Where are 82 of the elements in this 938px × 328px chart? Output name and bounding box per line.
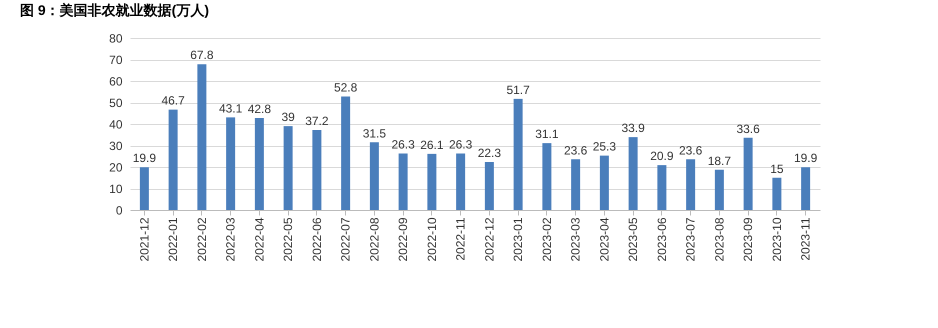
x-tick-label: 2023-09 — [741, 217, 756, 262]
bar — [514, 98, 523, 210]
bar — [197, 64, 206, 210]
data-label: 46.7 — [161, 94, 186, 108]
y-tick-label: 30 — [109, 139, 123, 153]
x-tick-label: 2022-12 — [482, 217, 496, 262]
bar — [254, 118, 264, 210]
x-tick-label: 2023-01 — [511, 217, 526, 262]
data-label: 25.3 — [592, 140, 616, 154]
x-tick-label: 2022-11 — [454, 217, 468, 261]
bar — [542, 143, 552, 210]
data-label: 37.2 — [305, 114, 329, 128]
x-tick-label: 2022-06 — [310, 217, 324, 262]
y-tick-label: 80 — [109, 32, 123, 46]
bar — [398, 153, 408, 210]
bar — [226, 117, 236, 210]
bar — [284, 126, 293, 210]
y-tick-label: 20 — [109, 160, 123, 174]
bar — [571, 159, 580, 210]
bar — [312, 130, 322, 210]
x-tick-label: 2023-06 — [654, 217, 669, 262]
data-label: 15 — [770, 162, 784, 176]
x-tick-label: 2022-03 — [224, 217, 238, 262]
x-tick-label: 2022-05 — [281, 217, 296, 262]
data-label: 23.6 — [564, 143, 588, 158]
y-tick-label: 40 — [109, 118, 123, 132]
bar — [427, 154, 436, 210]
x-tick-label: 2022-04 — [252, 217, 266, 262]
data-label: 22.3 — [478, 146, 502, 160]
data-label: 18.7 — [708, 154, 732, 168]
bar — [772, 178, 782, 210]
data-label: 39 — [281, 110, 296, 124]
x-tick-label: 2023-03 — [568, 217, 583, 262]
chart-title: 图 9：美国非农就业数据(万人) — [20, 2, 209, 18]
x-tick-label: 2022-02 — [194, 217, 209, 262]
bar — [341, 96, 350, 210]
x-tick-label: 2022-10 — [424, 217, 439, 262]
bar — [686, 159, 696, 210]
data-label: 26.3 — [391, 137, 416, 152]
y-tick-label: 10 — [109, 182, 123, 196]
x-tick-label: 2023-07 — [684, 217, 698, 262]
data-label: 33.6 — [736, 122, 760, 136]
bar — [168, 110, 178, 210]
x-tick-label: 2023-10 — [770, 217, 784, 262]
x-tick-label: 2023-04 — [597, 217, 612, 262]
data-label: 67.8 — [190, 48, 214, 62]
data-label: 23.6 — [678, 143, 703, 158]
x-tick-label: 2022-07 — [338, 217, 353, 262]
data-label: 31.5 — [362, 126, 386, 140]
data-label: 31.1 — [535, 127, 559, 142]
x-tick-label: 2022-08 — [367, 217, 382, 262]
data-label: 33.9 — [621, 121, 646, 136]
x-tick-label: 2022-09 — [396, 217, 410, 262]
data-label: 20.9 — [650, 149, 674, 164]
data-label: 19.9 — [132, 151, 156, 166]
y-tick-label: 50 — [109, 96, 123, 110]
bar — [628, 137, 638, 210]
bar — [714, 170, 724, 210]
x-tick-label: 2022-01 — [166, 217, 180, 262]
y-tick-label: 0 — [116, 204, 123, 218]
data-label: 52.8 — [334, 80, 358, 94]
data-label: 19.9 — [794, 151, 818, 166]
bar — [744, 138, 753, 210]
x-tick-label: 2023-05 — [626, 217, 640, 262]
x-tick-label: 2023-11 — [798, 217, 813, 261]
y-tick-label: 70 — [109, 53, 123, 67]
bar — [600, 156, 609, 210]
x-tick-label: 2021-12 — [137, 217, 152, 262]
bar — [140, 167, 149, 210]
y-tick-label: 60 — [109, 74, 123, 88]
bar — [456, 153, 466, 210]
data-label: 51.7 — [506, 82, 530, 97]
data-label: 26.1 — [420, 138, 444, 152]
x-tick-label: 2023-08 — [712, 217, 726, 262]
data-label: 43.1 — [218, 101, 243, 116]
bar — [801, 167, 810, 210]
bar — [657, 165, 666, 210]
data-label: 42.8 — [248, 102, 272, 116]
bar — [370, 142, 379, 210]
x-tick-label: 2023-02 — [540, 217, 554, 262]
data-label: 26.3 — [448, 137, 473, 152]
bar — [484, 162, 494, 210]
